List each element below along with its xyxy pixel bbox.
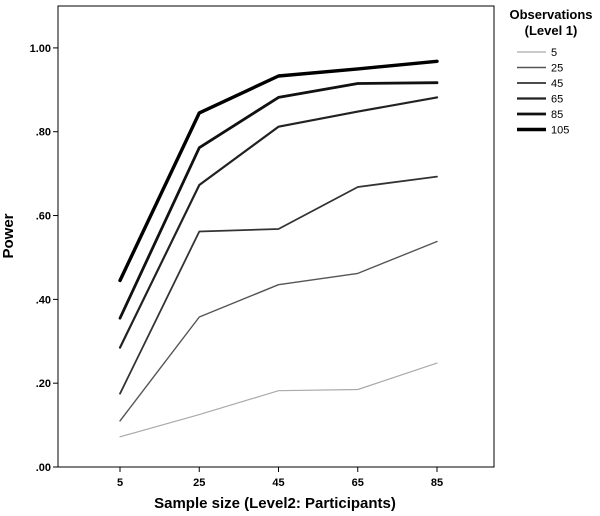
series-line-65 (118, 96, 439, 349)
y-axis-title: Power (0, 213, 17, 258)
y-tick-label: .40 (36, 294, 51, 306)
x-tick-label: 45 (272, 477, 284, 489)
legend-label-105: 105 (551, 125, 569, 137)
legend-items: 5 25 45 65 85 105 (517, 47, 569, 137)
plot-frame (57, 5, 495, 468)
y-tick-label: .20 (36, 378, 51, 390)
y-tick-label: .80 (36, 127, 51, 139)
x-tick-label: 65 (352, 477, 364, 489)
legend-label-45: 45 (551, 78, 563, 90)
x-tick-label: 85 (431, 477, 443, 489)
series-lines (118, 59, 439, 438)
legend-title-line2: (Level 1) (525, 23, 578, 38)
x-tick-label: 5 (117, 477, 123, 489)
legend-label-5: 5 (551, 47, 557, 59)
y-tick-label: 1.00 (30, 43, 51, 55)
series-line-5 (119, 362, 438, 438)
legend: Observations (Level 1) 5 25 45 65 85 105 (509, 7, 592, 137)
x-tick-label: 25 (193, 477, 205, 489)
series-line-45 (119, 175, 438, 395)
legend-label-65: 65 (551, 94, 563, 106)
y-tick-label: .00 (36, 462, 51, 474)
series-line-85 (118, 81, 439, 320)
legend-label-85: 85 (551, 109, 563, 121)
y-tick-label: .60 (36, 211, 51, 223)
x-axis-title: Sample size (Level2: Participants) (154, 495, 396, 512)
y-axis: .00 .20 .40 .60 .80 1.00 (30, 43, 58, 474)
legend-title-line1: Observations (509, 7, 592, 22)
series-line-105 (118, 59, 439, 283)
x-axis: 5 25 45 65 85 (117, 467, 443, 489)
series-line-25 (119, 240, 438, 422)
legend-label-25: 25 (551, 63, 563, 75)
